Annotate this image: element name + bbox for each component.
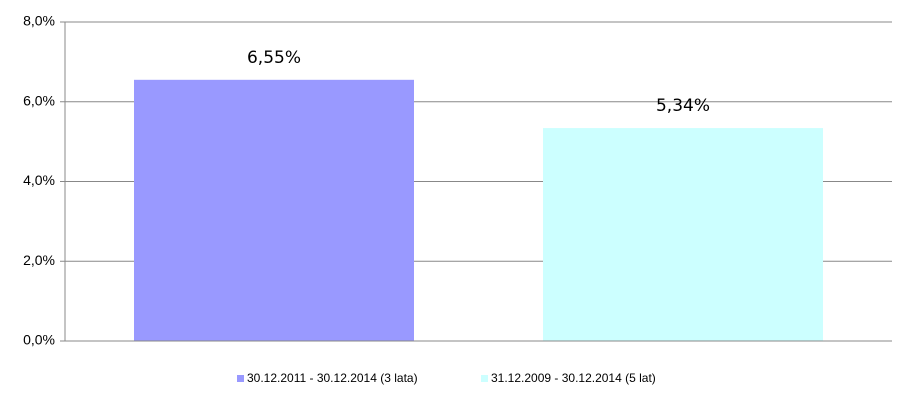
y-tick-label: 8,0%	[23, 13, 55, 29]
legend-label: 30.12.2011 - 30.12.2014 (3 lata)	[247, 371, 418, 385]
bar	[134, 79, 414, 341]
y-tick-label: 4,0%	[23, 172, 55, 188]
legend-swatch	[481, 375, 488, 382]
y-tick-label: 0,0%	[23, 332, 55, 348]
bar	[543, 128, 823, 341]
legend-label: 31.12.2009 - 30.12.2014 (5 lat)	[491, 371, 656, 385]
legend-swatch	[237, 375, 244, 382]
value-label: 6,55%	[247, 48, 301, 68]
y-tick-label: 2,0%	[23, 252, 55, 268]
y-tick-label: 6,0%	[23, 92, 55, 108]
value-label: 5,34%	[656, 96, 710, 116]
